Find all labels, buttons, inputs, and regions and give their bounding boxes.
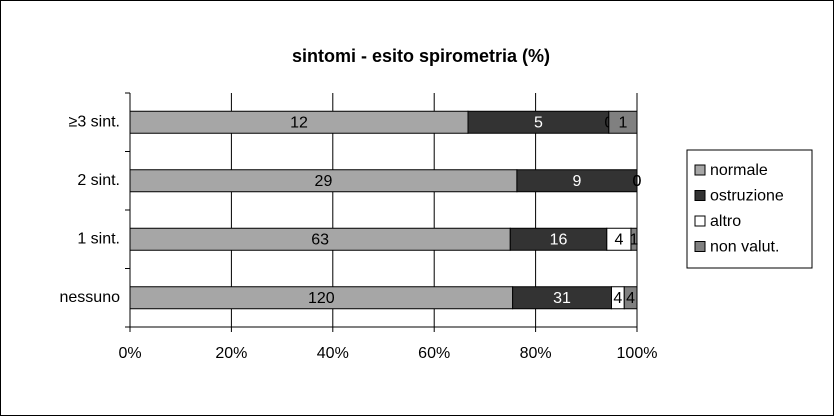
x-tick-label: 20% bbox=[215, 345, 247, 362]
data-label: 4 bbox=[613, 290, 622, 307]
legend-swatch bbox=[694, 215, 706, 227]
data-label: 1 bbox=[618, 114, 627, 131]
data-label: 29 bbox=[315, 173, 333, 190]
bar-segment bbox=[623, 286, 638, 310]
data-label: 5 bbox=[534, 114, 543, 131]
x-tick-label: 0% bbox=[118, 345, 141, 362]
y-tick-label: 2 sint. bbox=[77, 172, 120, 189]
legend-swatch bbox=[694, 190, 706, 201]
legend-swatch bbox=[694, 164, 706, 176]
data-label: 0 bbox=[633, 173, 642, 190]
bar-segment bbox=[608, 110, 638, 134]
legend-box bbox=[686, 149, 813, 269]
bar-segment bbox=[630, 227, 638, 251]
legend-label: altro bbox=[710, 213, 741, 230]
data-label: 4 bbox=[614, 231, 623, 248]
data-label: 120 bbox=[308, 290, 335, 307]
y-tick-label: ≥3 sint. bbox=[69, 113, 120, 130]
y-tick-label: 1 sint. bbox=[77, 230, 120, 247]
x-tick-label: 60% bbox=[418, 345, 450, 362]
y-tick-label: nessuno bbox=[60, 289, 121, 306]
data-label: 1 bbox=[630, 231, 639, 248]
data-label: 9 bbox=[573, 173, 582, 190]
legend-label: normale bbox=[710, 162, 768, 179]
x-tick-label: 100% bbox=[617, 345, 658, 362]
x-tick-label: 40% bbox=[317, 345, 349, 362]
data-label: 16 bbox=[550, 231, 568, 248]
legend-swatch bbox=[694, 241, 706, 252]
data-label: 0 bbox=[633, 173, 642, 190]
legend-label: ostruzione bbox=[710, 188, 784, 205]
data-label: 12 bbox=[290, 114, 308, 131]
legend-label: non valut. bbox=[710, 239, 779, 256]
data-label: 4 bbox=[626, 290, 635, 307]
data-label: 63 bbox=[311, 231, 329, 248]
bar-segment bbox=[516, 169, 638, 193]
chart-title: sintomi - esito spirometria (%) bbox=[292, 46, 550, 66]
data-label: 31 bbox=[553, 290, 571, 307]
x-tick-label: 80% bbox=[520, 345, 552, 362]
